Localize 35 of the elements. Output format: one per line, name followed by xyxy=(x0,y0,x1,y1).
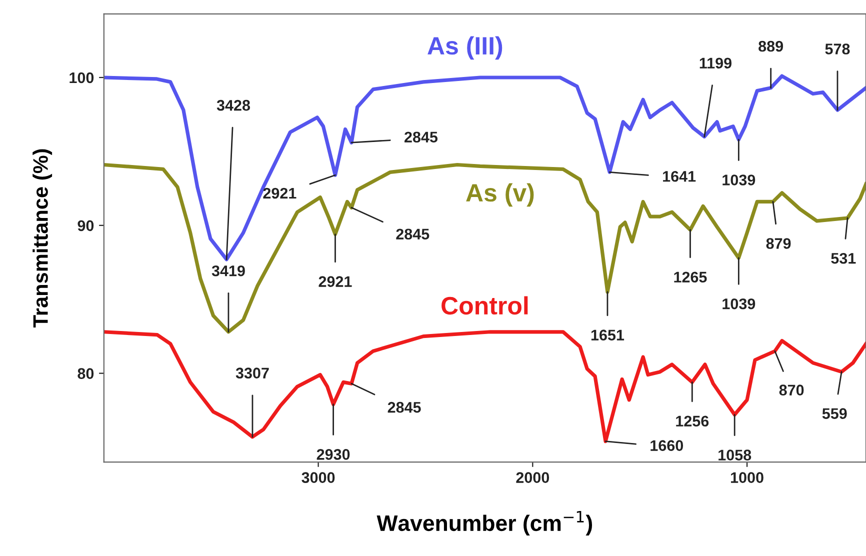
x-tick-label: 3000 xyxy=(302,472,335,483)
annotation: 2921 xyxy=(318,276,352,287)
annotation: 2845 xyxy=(396,228,430,240)
annotation: 879 xyxy=(766,238,791,249)
y-axis-title: Transmittance (%) xyxy=(32,149,52,328)
annotation: 3307 xyxy=(236,368,269,379)
y-tick-label: 100 xyxy=(70,72,94,84)
x-tick-label: 1000 xyxy=(730,472,764,483)
y-tick-label: 90 xyxy=(78,220,94,232)
annotation: 870 xyxy=(779,384,804,396)
annotation: 2921 xyxy=(263,188,296,199)
x-axis-title: Wavenumber (cm$^{−1}$) xyxy=(376,511,592,536)
annotation: 1199 xyxy=(700,58,732,69)
annotation: 1641 xyxy=(663,170,696,182)
annotation: 2930 xyxy=(316,449,350,460)
annotation: 559 xyxy=(822,408,847,419)
series-label: As (III) xyxy=(428,36,502,60)
annotation: 3428 xyxy=(216,100,250,111)
y-tick-label: 80 xyxy=(78,368,94,379)
annotation: 889 xyxy=(758,40,783,52)
annotation: 2845 xyxy=(388,402,421,413)
annotation: 1651 xyxy=(591,330,624,340)
annotation: 578 xyxy=(825,44,850,54)
annotation: 1256 xyxy=(676,416,709,427)
series-label: As (v) xyxy=(466,183,534,207)
annotation: 3419 xyxy=(212,265,245,276)
annotation: 1660 xyxy=(650,440,684,451)
annotation: 1265 xyxy=(674,272,707,283)
annotation: 1058 xyxy=(718,450,752,460)
series-label: Control xyxy=(442,296,528,315)
annotation: 2845 xyxy=(404,132,438,143)
annotation: 1039 xyxy=(722,174,756,186)
annotation: 1039 xyxy=(722,298,756,310)
x-tick-label: 2000 xyxy=(516,472,550,483)
annotation: 531 xyxy=(831,252,856,264)
